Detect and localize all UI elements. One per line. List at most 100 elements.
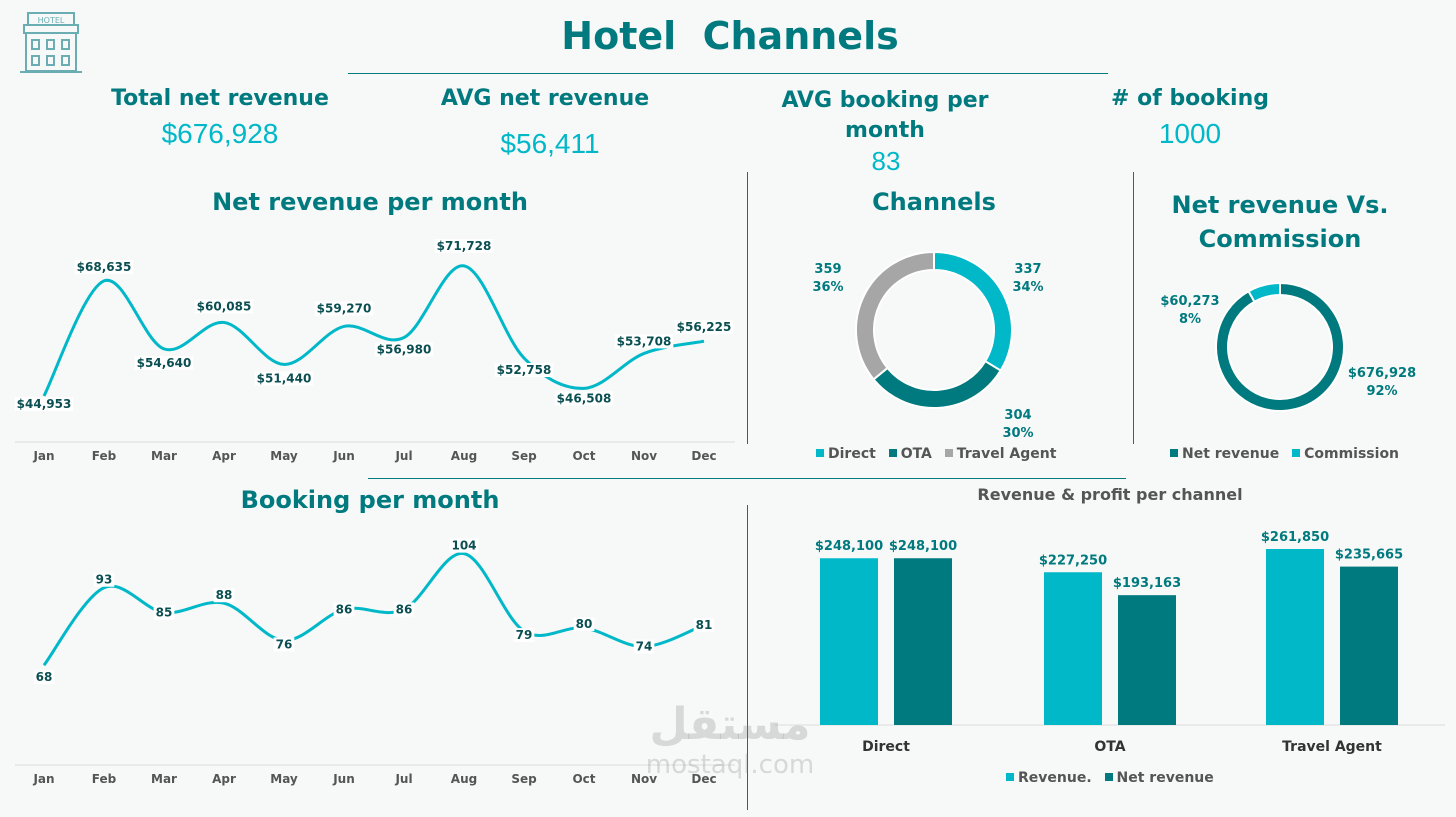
- legend-direct: Direct: [828, 446, 876, 462]
- commission-legend: Net revenue Commission: [1162, 446, 1399, 462]
- channels-chart-title: Channels: [872, 188, 996, 216]
- x-tick-label: May: [270, 772, 298, 786]
- data-label-bg: [494, 363, 554, 378]
- bar: [1044, 572, 1102, 725]
- channels-legend: Direct OTA Travel Agent: [808, 446, 1056, 462]
- x-tick-label: OTA: [1094, 739, 1125, 755]
- x-tick-label: Mar: [151, 772, 177, 786]
- slice-label: 337: [1014, 262, 1041, 277]
- data-label: $53,708: [617, 334, 672, 348]
- legend-swatch: [1292, 449, 1301, 457]
- data-label-bg: [254, 371, 314, 386]
- data-label-bg: [333, 602, 355, 617]
- bar-label: $248,100: [889, 539, 957, 554]
- data-label-bg: [93, 572, 115, 587]
- data-label-bg: [449, 538, 479, 553]
- x-tick-label: Aug: [451, 449, 477, 463]
- hotel-logo-icon: HOTEL: [20, 12, 82, 74]
- data-label-bg: [213, 588, 235, 603]
- x-tick-label: May: [270, 449, 298, 463]
- kpi-count-label: # of booking: [1111, 86, 1269, 111]
- data-label: 88: [216, 588, 233, 602]
- booking-chart-title: Booking per month: [240, 486, 500, 514]
- watermark-latin: mostaql.com: [645, 750, 815, 780]
- data-label-bg: [393, 602, 415, 617]
- data-label: 86: [396, 602, 413, 616]
- bar: [1118, 595, 1176, 725]
- kpi-avg-label: AVG net revenue: [440, 86, 650, 111]
- slice-label: 8%: [1179, 312, 1201, 327]
- data-label: 86: [336, 602, 353, 616]
- legend-swatch: [1006, 773, 1014, 781]
- x-tick-label: Sep: [511, 449, 537, 463]
- series-line: [42, 552, 705, 667]
- data-label-bg: [374, 342, 434, 357]
- revenue-chart-title: Net revenue per month: [212, 188, 528, 216]
- page-title: Hotel Channels: [561, 14, 899, 58]
- pie-slice: [1215, 281, 1345, 412]
- legend-net-revenue: Net revenue: [1116, 770, 1214, 786]
- legend-commission: Commission: [1304, 446, 1400, 462]
- data-label: $56,980: [377, 343, 432, 357]
- bar: [1340, 566, 1398, 725]
- data-label: 80: [576, 617, 593, 631]
- x-tick-label: Jun: [332, 449, 355, 463]
- bar-label: $193,163: [1113, 576, 1181, 591]
- data-label: $44,953: [17, 397, 72, 411]
- kpi-booking-avg-value: 83: [871, 146, 901, 176]
- x-tick-label: Jul: [394, 449, 412, 463]
- bar-label: $261,850: [1261, 530, 1329, 545]
- slice-label: $676,928: [1348, 366, 1416, 381]
- legend-travel-agent: Travel Agent: [956, 446, 1057, 462]
- data-label-bg: [513, 628, 535, 643]
- series-line: [42, 264, 705, 397]
- data-label: 93: [96, 573, 113, 587]
- x-tick-label: Feb: [92, 772, 117, 786]
- data-label-bg: [33, 670, 55, 685]
- data-label: $52,758: [497, 363, 552, 377]
- data-label: 79: [516, 628, 533, 642]
- legend-swatch: [888, 449, 897, 457]
- pie-slice: [855, 250, 935, 381]
- slice-label: 359: [814, 262, 841, 277]
- legend-net-revenue: Net revenue: [1182, 446, 1280, 462]
- data-label: 76: [276, 637, 293, 651]
- bar-label: $235,665: [1335, 548, 1403, 563]
- data-label: 81: [696, 618, 713, 632]
- bar: [820, 558, 878, 725]
- watermark: مستقل mostaql.com: [640, 699, 820, 781]
- data-label: 104: [451, 539, 476, 553]
- data-label: 68: [36, 670, 53, 684]
- legend-swatch: [944, 449, 953, 457]
- data-label-bg: [674, 320, 734, 335]
- data-label: $51,440: [257, 371, 312, 385]
- x-tick-label: Mar: [151, 449, 177, 463]
- data-label-bg: [14, 396, 74, 411]
- x-tick-label: Apr: [212, 772, 236, 786]
- x-tick-label: Oct: [572, 449, 595, 463]
- divider: [747, 172, 748, 444]
- slice-label: 304: [1004, 408, 1031, 423]
- divider: [1133, 172, 1134, 444]
- data-label-bg: [194, 299, 254, 314]
- slice-label: 92%: [1366, 384, 1397, 399]
- data-label: $60,085: [197, 299, 252, 313]
- data-label-bg: [153, 605, 175, 620]
- pie-slice: [933, 250, 1013, 372]
- data-label: $46,508: [557, 391, 612, 405]
- slice-label: $60,273: [1160, 294, 1219, 309]
- x-tick-label: Dec: [691, 772, 716, 786]
- slice-label: 34%: [1012, 280, 1043, 295]
- bar-legend: Revenue. Net revenue: [998, 770, 1214, 786]
- bar: [1266, 549, 1324, 725]
- watermark-arabic: مستقل: [649, 699, 811, 750]
- bar-label: $248,100: [815, 539, 883, 554]
- svg-text:HOTEL: HOTEL: [38, 16, 65, 25]
- kpi-booking-avg-label: AVG booking per month: [781, 88, 989, 143]
- data-label-bg: [693, 617, 715, 632]
- legend-swatch: [1104, 773, 1113, 781]
- data-label: $56,225: [677, 320, 732, 334]
- pie-slice: [872, 359, 1003, 409]
- x-tick-label: Apr: [212, 449, 236, 463]
- x-tick-label: Nov: [631, 772, 657, 786]
